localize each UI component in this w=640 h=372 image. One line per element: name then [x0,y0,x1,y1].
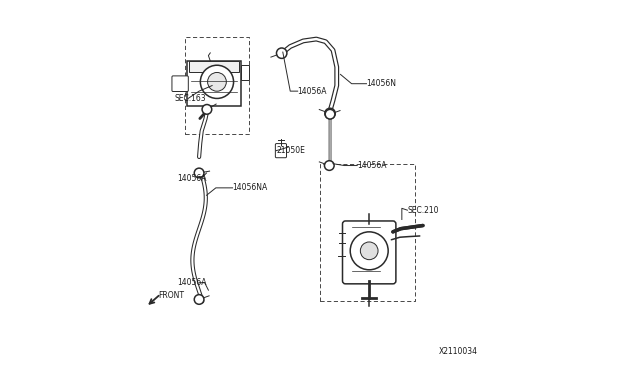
Text: 14056A: 14056A [357,161,387,170]
Circle shape [195,295,204,304]
Circle shape [324,161,334,170]
Circle shape [360,242,378,260]
Text: 14056N: 14056N [367,79,397,88]
FancyBboxPatch shape [342,221,396,284]
Circle shape [200,65,234,99]
Text: X2110034: X2110034 [439,347,478,356]
Circle shape [350,232,388,270]
Circle shape [195,168,204,178]
Text: 21050E: 21050E [276,146,305,155]
Circle shape [202,105,212,114]
Circle shape [207,73,227,91]
Text: 14056NA: 14056NA [232,183,268,192]
Circle shape [325,109,335,119]
Text: SEC.210: SEC.210 [408,206,439,215]
Circle shape [276,48,287,58]
Text: FRONT: FRONT [158,291,184,300]
FancyBboxPatch shape [189,61,239,72]
Circle shape [325,108,335,119]
FancyBboxPatch shape [241,65,249,80]
FancyBboxPatch shape [172,76,188,92]
Text: 14056A: 14056A [177,278,206,287]
FancyBboxPatch shape [275,144,287,158]
Text: 14056A: 14056A [298,87,327,96]
FancyBboxPatch shape [187,61,241,106]
Text: 14056A: 14056A [177,174,206,183]
Text: SEC.163: SEC.163 [174,94,206,103]
